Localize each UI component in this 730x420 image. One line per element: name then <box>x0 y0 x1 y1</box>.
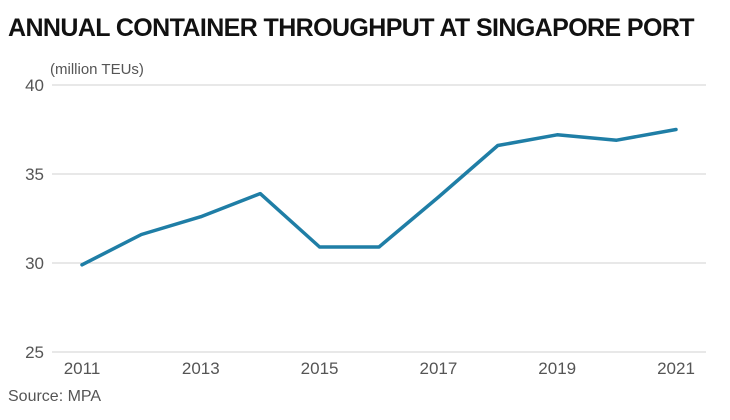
data-point <box>377 245 381 249</box>
data-point <box>139 233 143 237</box>
y-tick-label: 30 <box>25 254 44 273</box>
y-tick-label: 35 <box>25 165 44 184</box>
data-point <box>318 245 322 249</box>
x-tick-label: 2015 <box>301 359 339 378</box>
y-tick-label: 40 <box>25 76 44 95</box>
y-axis-unit-label: (million TEUs) <box>50 61 144 78</box>
x-tick-label: 2017 <box>419 359 457 378</box>
source-note: Source: MPA <box>8 388 102 405</box>
x-tick-label: 2013 <box>182 359 220 378</box>
data-point <box>80 263 84 267</box>
x-tick-label: 2021 <box>657 359 695 378</box>
y-tick-labels: 25 30 35 40 <box>25 76 44 362</box>
y-tick-label: 25 <box>25 343 44 362</box>
data-point <box>674 128 678 131</box>
series-layer <box>80 127 678 267</box>
series-line <box>80 127 678 267</box>
data-point <box>258 192 262 196</box>
data-point <box>496 144 500 148</box>
x-tick-labels: 2011 2013 2015 2017 2019 2021 <box>64 359 695 378</box>
x-tick-label: 2019 <box>538 359 576 378</box>
data-point <box>615 138 619 142</box>
data-point <box>555 133 559 137</box>
grid-lines <box>52 84 706 353</box>
data-point <box>436 195 440 199</box>
x-tick-label: 2011 <box>64 359 101 378</box>
chart-title: ANNUAL CONTAINER THROUGHPUT AT SINGAPORE… <box>8 14 695 42</box>
data-point <box>199 215 203 219</box>
